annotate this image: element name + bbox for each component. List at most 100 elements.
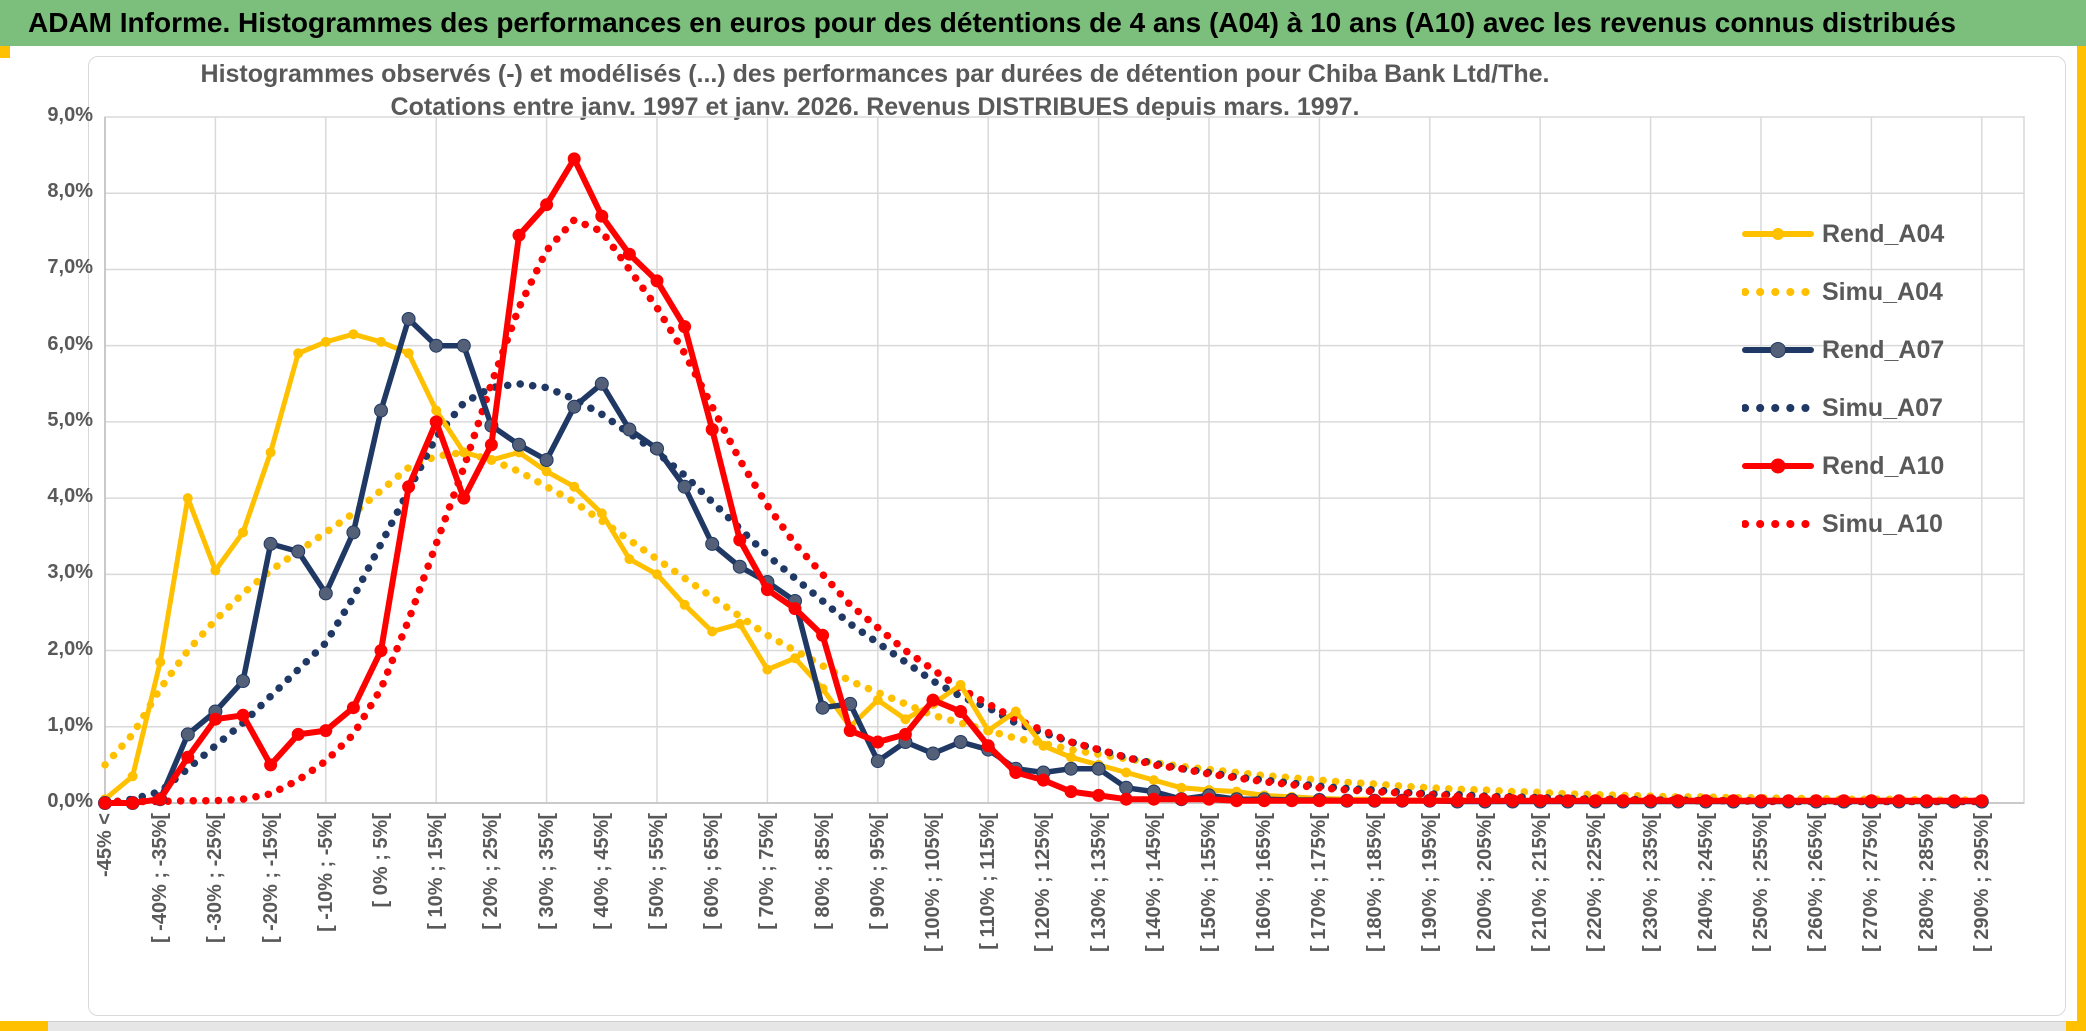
- marker-Rend_A10: [1285, 794, 1299, 808]
- marker-Rend_A10: [622, 247, 636, 261]
- marker-Rend_A04: [127, 771, 138, 782]
- y-tick-label: 6,0%: [47, 332, 93, 355]
- x-tick-label: [ 220% ; 225%[: [1584, 813, 1607, 952]
- x-tick-label: [ 100% ; 105%[: [922, 813, 944, 952]
- legend-item-Rend_A07[interactable]: Rend_A07: [1742, 321, 1944, 379]
- marker-Rend_A07: [953, 735, 968, 749]
- marker-Rend_A10: [1588, 794, 1602, 808]
- y-tick-label: 3,0%: [47, 561, 93, 584]
- x-tick-label: [ 240% ; 245%[: [1694, 813, 1717, 952]
- marker-Rend_A10: [319, 724, 333, 738]
- chart-frame: [88, 56, 2066, 1016]
- marker-Rend_A10: [1975, 794, 1989, 808]
- legend-item-Simu_A07[interactable]: Simu_A07: [1742, 379, 1944, 437]
- marker-Rend_A04: [1148, 775, 1159, 786]
- series-markers-Rend_A10: [98, 152, 1989, 810]
- marker-Rend_A10: [1809, 794, 1823, 808]
- marker-Rend_A10: [1174, 792, 1188, 806]
- marker-Rend_A10: [1616, 794, 1630, 808]
- series-line-Rend_A04[interactable]: [102, 331, 1985, 804]
- plot-border: [104, 116, 2025, 804]
- x-tick-label: [ 280% ; 285%[: [1915, 813, 1938, 952]
- legend-label: Rend_A10: [1822, 451, 1945, 480]
- bottom-strip: [0, 1021, 2086, 1031]
- x-tick-label: [ 270% ; 275%[: [1860, 813, 1883, 952]
- marker-Rend_A10: [816, 628, 830, 642]
- gold-accent-right: [2077, 46, 2086, 1031]
- marker-Rend_A10: [1837, 794, 1851, 808]
- marker-Rend_A10: [1119, 792, 1133, 806]
- y-tick-label: 7,0%: [47, 256, 93, 279]
- marker-Rend_A10: [512, 228, 526, 242]
- marker-Rend_A04: [293, 348, 304, 359]
- marker-Rend_A10: [1726, 794, 1740, 808]
- marker-Rend_A04: [734, 618, 745, 629]
- legend-swatch-Rend_A07-line-icon: [1742, 342, 1814, 358]
- marker-Rend_A10: [1064, 785, 1078, 799]
- x-tick-label: [ 10% ; 15%[: [425, 813, 448, 930]
- marker-Rend_A07: [236, 674, 250, 688]
- x-tick-label: [ 260% ; 265%[: [1805, 813, 1828, 952]
- legend-swatch-Simu_A04-dotted-icon: [1742, 288, 1814, 296]
- marker-Rend_A04: [872, 695, 883, 706]
- marker-Rend_A10: [733, 533, 747, 547]
- y-tick-label: 2,0%: [47, 637, 93, 660]
- x-tick-label: [ 230% ; 235%[: [1639, 813, 1662, 952]
- marker-Rend_A10: [1147, 792, 1161, 806]
- x-tick-label: [ -30% ; -25%[: [204, 813, 227, 944]
- marker-Rend_A10: [484, 438, 498, 452]
- legend-label: Simu_A07: [1822, 393, 1943, 422]
- marker-Rend_A10: [374, 644, 388, 658]
- legend-item-Rend_A04[interactable]: Rend_A04: [1742, 205, 1944, 263]
- legend-swatch-Rend_A10-line-icon: [1742, 458, 1814, 474]
- legend-item-Simu_A10[interactable]: Simu_A10: [1742, 495, 1944, 553]
- marker-Rend_A10: [98, 796, 112, 810]
- marker-Rend_A10: [1506, 794, 1520, 808]
- gold-accent-top-left: [0, 46, 10, 58]
- legend-item-Rend_A10[interactable]: Rend_A10: [1742, 437, 1944, 495]
- marker-Rend_A07: [539, 453, 554, 467]
- legend-label: Rend_A07: [1822, 335, 1945, 364]
- x-tick-label: [ 290% ; 295%[: [1970, 813, 1993, 952]
- marker-Rend_A07: [926, 746, 940, 761]
- marker-Rend_A07: [622, 422, 637, 437]
- marker-Rend_A10: [264, 758, 278, 772]
- marker-Rend_A07: [318, 586, 333, 601]
- series-line-Simu_A07[interactable]: [101, 380, 1986, 807]
- marker-Rend_A07: [815, 700, 830, 715]
- marker-Rend_A10: [871, 735, 885, 749]
- marker-Rend_A10: [1671, 794, 1685, 808]
- legend-swatch-Rend_A04-line-icon: [1742, 228, 1814, 240]
- marker-Rend_A10: [1533, 794, 1547, 808]
- marker-Rend_A07: [1091, 761, 1106, 776]
- marker-Rend_A04: [790, 653, 800, 664]
- marker-Rend_A10: [1864, 794, 1878, 808]
- marker-Rend_A10: [898, 727, 912, 741]
- marker-Rend_A10: [788, 602, 802, 616]
- series-line-Rend_A07[interactable]: [102, 316, 1985, 806]
- marker-Rend_A10: [1920, 794, 1934, 808]
- legend-item-Simu_A04[interactable]: Simu_A04: [1742, 263, 1944, 321]
- marker-Rend_A10: [1340, 794, 1354, 808]
- gold-accent-bottom-left: [0, 1021, 48, 1031]
- marker-Rend_A10: [1368, 794, 1382, 808]
- marker-Rend_A10: [1395, 794, 1409, 808]
- series-line-Simu_A10[interactable]: [101, 216, 1986, 806]
- x-tick-label: [ 250% ; 255%[: [1750, 813, 1772, 952]
- y-tick-label: 5,0%: [47, 408, 93, 431]
- marker-Rend_A07: [401, 312, 416, 326]
- marker-Rend_A10: [153, 792, 167, 806]
- x-tick-label: [ 130% ; 135%[: [1087, 813, 1110, 952]
- marker-Rend_A07: [263, 536, 278, 551]
- y-tick-label: 0,0%: [47, 790, 93, 812]
- series-line-Rend_A10[interactable]: [102, 155, 1985, 806]
- marker-Rend_A07: [567, 399, 582, 414]
- marker-Rend_A04: [900, 714, 911, 725]
- marker-Rend_A04: [762, 664, 773, 675]
- legend-label: Rend_A04: [1822, 219, 1945, 248]
- marker-Rend_A04: [596, 508, 607, 519]
- marker-Rend_A10: [567, 152, 581, 166]
- marker-Rend_A04: [1121, 767, 1132, 778]
